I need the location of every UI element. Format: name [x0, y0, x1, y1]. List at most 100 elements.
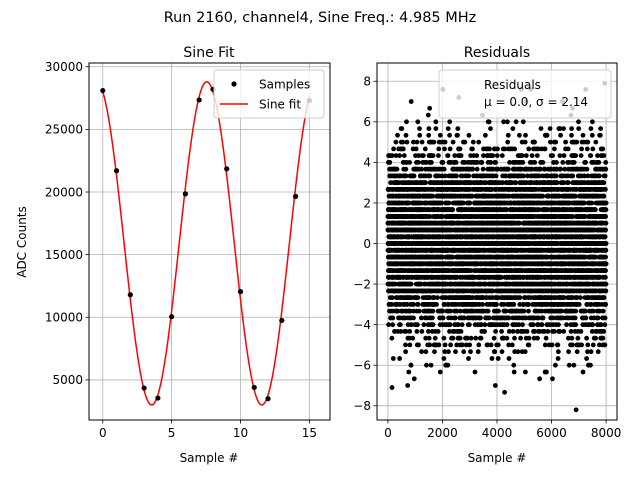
- residual-point: [411, 139, 416, 145]
- residual-point: [415, 295, 421, 300]
- residual-point: [418, 281, 424, 287]
- residual-point: [411, 315, 416, 321]
- residual-point: [431, 139, 437, 145]
- sine-fit-ytick-label: 5000: [52, 373, 83, 387]
- residual-point: [430, 153, 436, 159]
- residual-point: [495, 356, 501, 361]
- sine-fit-ylabel: ADC Counts: [15, 206, 29, 278]
- residual-point: [488, 126, 493, 131]
- sine-fit-legend-box: [213, 69, 325, 119]
- residual-point: [453, 349, 458, 355]
- residual-point: [448, 342, 453, 348]
- residual-point: [429, 160, 434, 165]
- residual-point: [403, 329, 409, 334]
- residual-point: [445, 126, 451, 131]
- residual-point: [440, 160, 446, 165]
- residual-point: [423, 349, 429, 355]
- residual-point: [414, 139, 420, 145]
- residual-point: [406, 369, 412, 375]
- sine-fit-xtick-label: 5: [168, 426, 176, 440]
- residual-point: [506, 356, 512, 361]
- residual-point: [478, 315, 483, 321]
- sample-point: [127, 292, 133, 298]
- sine-fit-grid: [89, 63, 330, 420]
- residual-point: [467, 322, 472, 328]
- residual-point: [510, 126, 516, 131]
- sample-point: [224, 166, 230, 172]
- residual-point: [436, 342, 442, 348]
- residual-point: [470, 146, 475, 152]
- residual-point: [494, 302, 499, 307]
- residual-point: [426, 132, 432, 138]
- residual-point: [403, 342, 408, 348]
- sample-point: [265, 396, 271, 402]
- residual-point: [427, 173, 433, 179]
- residual-point: [505, 139, 511, 145]
- residual-point: [440, 308, 446, 314]
- residual-point: [470, 139, 476, 145]
- residual-point: [433, 126, 439, 131]
- residual-point: [420, 153, 426, 159]
- residual-point: [401, 153, 407, 159]
- residual-point: [442, 342, 448, 348]
- residual-point: [450, 207, 456, 213]
- residual-point: [467, 200, 473, 206]
- residual-point: [437, 369, 443, 375]
- residual-point: [473, 335, 479, 341]
- residual-point: [462, 139, 468, 145]
- residual-point: [390, 315, 396, 321]
- residual-point: [432, 349, 437, 355]
- residual-point: [391, 146, 396, 152]
- residual-point: [509, 342, 515, 348]
- residual-point: [488, 342, 494, 348]
- residual-point: [403, 166, 409, 172]
- residual-point: [504, 335, 510, 341]
- residual-point: [458, 329, 464, 334]
- residual-point: [406, 200, 412, 206]
- residual-point: [441, 335, 447, 341]
- residual-point: [496, 308, 501, 314]
- residual-point: [480, 302, 485, 307]
- residual-point: [485, 308, 491, 314]
- residual-point: [517, 295, 523, 300]
- residual-point: [447, 119, 453, 125]
- residual-point: [408, 322, 414, 328]
- sine-fit-title: Sine Fit: [183, 45, 235, 61]
- residual-point: [478, 335, 484, 341]
- residual-point: [428, 362, 434, 368]
- residual-point: [518, 335, 523, 341]
- sine-fit-ytick-label: 25000: [45, 123, 83, 137]
- residual-point: [411, 376, 417, 382]
- residual-point: [407, 160, 412, 165]
- residual-point: [404, 302, 410, 307]
- sine-fit-ytick-label: 30000: [45, 60, 83, 74]
- residual-point: [416, 342, 421, 348]
- sine-fit-ytick-label: 20000: [45, 185, 83, 199]
- residual-point: [486, 119, 492, 125]
- residual-point: [426, 335, 432, 341]
- residual-point: [487, 146, 492, 152]
- residual-point: [408, 99, 414, 104]
- residual-point: [423, 180, 428, 186]
- residual-point: [395, 132, 400, 138]
- residual-point: [490, 153, 496, 159]
- sample-point: [169, 314, 175, 320]
- residual-point: [392, 281, 398, 287]
- residuals-title: Residuals: [464, 45, 530, 61]
- residual-point: [400, 146, 406, 152]
- residual-point: [387, 160, 393, 165]
- residual-point: [483, 132, 488, 138]
- residual-point: [413, 146, 419, 152]
- sine-fit-axes-frame: [88, 62, 331, 421]
- sine-fit-xtick-label: 0: [99, 426, 107, 440]
- residual-point: [394, 166, 400, 172]
- residual-point: [492, 349, 498, 355]
- residual-point: [466, 356, 471, 361]
- residual-point: [411, 302, 416, 307]
- residual-point: [389, 302, 394, 307]
- sample-point: [100, 87, 106, 94]
- sine-fit-xlabel: Sample #: [180, 451, 239, 465]
- residual-point: [389, 295, 395, 300]
- sample-point: [279, 317, 285, 324]
